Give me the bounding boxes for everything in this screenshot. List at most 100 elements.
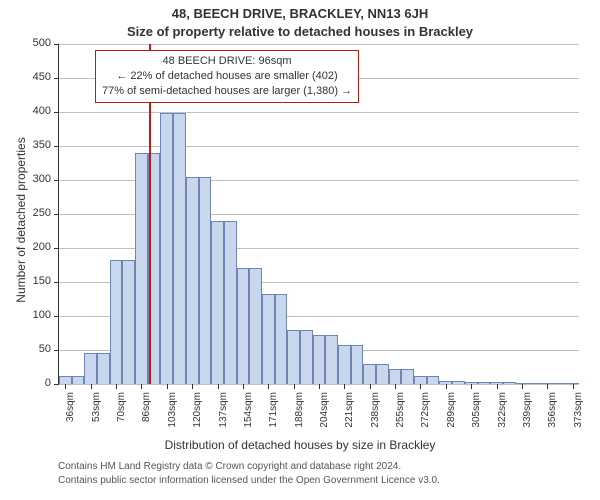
ytick-label: 450 xyxy=(23,71,51,83)
histogram-bar xyxy=(287,330,300,384)
ytick-label: 500 xyxy=(23,37,51,49)
xtick-mark xyxy=(167,384,168,389)
histogram-bar xyxy=(72,376,85,384)
ytick-label: 250 xyxy=(23,207,51,219)
histogram-bar xyxy=(262,294,275,384)
ytick-label: 400 xyxy=(23,105,51,117)
xtick-mark xyxy=(91,384,92,389)
xtick-mark xyxy=(116,384,117,389)
histogram-bar xyxy=(135,153,148,384)
xtick-mark xyxy=(420,384,421,389)
xtick-label: 289sqm xyxy=(446,392,457,442)
gridline xyxy=(54,146,579,147)
xtick-mark xyxy=(497,384,498,389)
xtick-mark xyxy=(344,384,345,389)
ytick-mark xyxy=(54,214,59,215)
histogram-bar xyxy=(122,260,135,384)
xtick-label: 356sqm xyxy=(547,392,558,442)
xtick-mark xyxy=(218,384,219,389)
ytick-mark xyxy=(54,112,59,113)
annotation-line-3: 77% of semi-detached houses are larger (… xyxy=(102,84,352,99)
xtick-mark xyxy=(395,384,396,389)
xtick-label: 221sqm xyxy=(344,392,355,442)
xtick-mark xyxy=(573,384,574,389)
histogram-bar xyxy=(110,260,123,384)
ytick-label: 200 xyxy=(23,241,51,253)
histogram-bar xyxy=(211,221,224,384)
ytick-mark xyxy=(54,248,59,249)
histogram-bar xyxy=(427,376,440,384)
footer-line-1: Contains HM Land Registry data © Crown c… xyxy=(58,460,440,474)
ytick-mark xyxy=(54,350,59,351)
gridline xyxy=(54,112,579,113)
annotation-line-2: ← 22% of detached houses are smaller (40… xyxy=(102,69,352,84)
gridline xyxy=(54,384,579,385)
xtick-label: 272sqm xyxy=(420,392,431,442)
histogram-bar xyxy=(389,369,402,384)
gridline xyxy=(54,180,579,181)
xtick-mark xyxy=(243,384,244,389)
xtick-label: 36sqm xyxy=(65,392,76,442)
chart-title-1: 48, BEECH DRIVE, BRACKLEY, NN13 6JH xyxy=(0,6,600,21)
xtick-label: 188sqm xyxy=(294,392,305,442)
ytick-label: 350 xyxy=(23,139,51,151)
ytick-mark xyxy=(54,282,59,283)
histogram-bar xyxy=(325,335,338,384)
histogram-bar xyxy=(363,364,376,384)
xtick-mark xyxy=(141,384,142,389)
histogram-bar xyxy=(186,177,199,384)
histogram-bar xyxy=(59,376,72,384)
xtick-label: 204sqm xyxy=(319,392,330,442)
ytick-mark xyxy=(54,78,59,79)
xtick-label: 137sqm xyxy=(218,392,229,442)
attribution-footer: Contains HM Land Registry data © Crown c… xyxy=(58,460,440,487)
footer-line-2: Contains public sector information licen… xyxy=(58,474,440,488)
histogram-bar xyxy=(199,177,212,384)
ytick-mark xyxy=(54,384,59,385)
histogram-bar xyxy=(528,383,541,384)
histogram-bar xyxy=(313,335,326,384)
xtick-label: 120sqm xyxy=(192,392,203,442)
xtick-label: 154sqm xyxy=(243,392,254,442)
histogram-bar xyxy=(160,113,173,384)
chart-title-2: Size of property relative to detached ho… xyxy=(0,24,600,39)
histogram-bar xyxy=(84,353,97,384)
ytick-label: 100 xyxy=(23,309,51,321)
xtick-label: 70sqm xyxy=(116,392,127,442)
annotation-line-1: 48 BEECH DRIVE: 96sqm xyxy=(102,54,352,69)
xtick-label: 255sqm xyxy=(395,392,406,442)
histogram-bar xyxy=(300,330,313,384)
histogram-bar xyxy=(97,353,110,384)
xtick-mark xyxy=(547,384,548,389)
xtick-mark xyxy=(471,384,472,389)
histogram-bar xyxy=(478,382,491,384)
gridline xyxy=(54,44,579,45)
histogram-bar xyxy=(414,376,427,384)
xtick-label: 103sqm xyxy=(167,392,178,442)
annotation-box: 48 BEECH DRIVE: 96sqm ← 22% of detached … xyxy=(95,50,359,103)
xtick-mark xyxy=(65,384,66,389)
gridline xyxy=(54,248,579,249)
ytick-mark xyxy=(54,146,59,147)
xtick-mark xyxy=(370,384,371,389)
xtick-mark xyxy=(522,384,523,389)
xtick-label: 305sqm xyxy=(471,392,482,442)
histogram-bar xyxy=(237,268,250,384)
ytick-label: 150 xyxy=(23,275,51,287)
gridline xyxy=(54,214,579,215)
histogram-bar xyxy=(173,113,186,384)
histogram-bar xyxy=(338,345,351,384)
ytick-mark xyxy=(54,316,59,317)
histogram-bar xyxy=(275,294,288,384)
xtick-mark xyxy=(446,384,447,389)
histogram-bar xyxy=(503,382,516,384)
xtick-mark xyxy=(294,384,295,389)
ytick-label: 50 xyxy=(23,343,51,355)
x-axis-label: Distribution of detached houses by size … xyxy=(0,438,600,452)
ytick-label: 300 xyxy=(23,173,51,185)
histogram-bar xyxy=(401,369,414,384)
xtick-label: 86sqm xyxy=(141,392,152,442)
xtick-label: 373sqm xyxy=(573,392,584,442)
histogram-bar xyxy=(351,345,364,384)
histogram-bar xyxy=(452,381,465,384)
